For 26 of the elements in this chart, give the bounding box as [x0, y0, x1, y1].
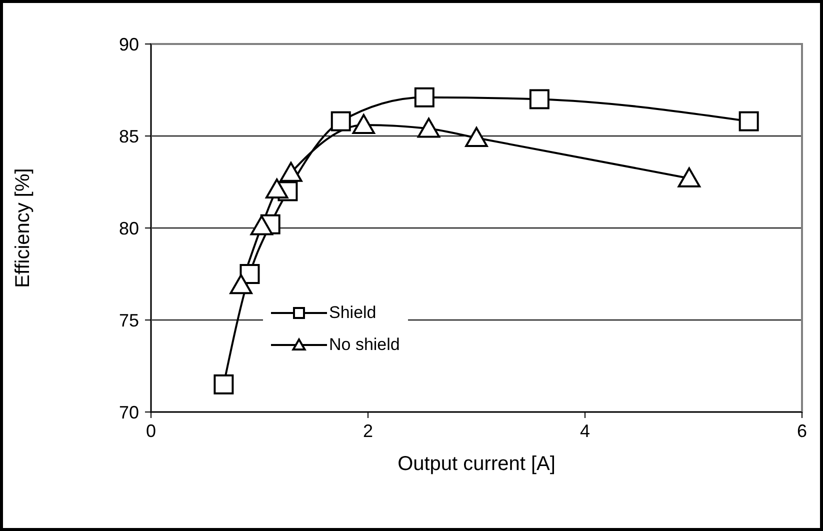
- point: [250, 215, 274, 236]
- x-tick-label: 4: [580, 420, 590, 441]
- x-axis-title: Output current [A]: [398, 453, 556, 476]
- x-tick-label: 2: [362, 420, 374, 441]
- x-tick-label: 0: [146, 420, 156, 441]
- point: [465, 126, 488, 147]
- point: [529, 89, 550, 110]
- y-tick-label: 70: [118, 402, 139, 422]
- y-tick-label: 75: [118, 310, 139, 330]
- point: [352, 114, 376, 134]
- point: [280, 162, 302, 182]
- legend-label: Shield: [329, 303, 376, 323]
- y-tick-label: 80: [118, 218, 139, 238]
- y-tick-label: 90: [118, 34, 139, 54]
- x-tick-label: 6: [796, 420, 808, 441]
- point: [230, 274, 252, 294]
- y-axis-title: Efficiency [%]: [12, 168, 34, 288]
- y-tick-label: 85: [118, 126, 139, 146]
- point: [417, 118, 440, 138]
- point: [414, 87, 434, 108]
- point: [738, 111, 759, 132]
- point: [266, 178, 288, 198]
- point: [330, 111, 351, 132]
- point: [678, 167, 701, 188]
- legend-label: No shield: [329, 335, 400, 355]
- point: [214, 374, 234, 394]
